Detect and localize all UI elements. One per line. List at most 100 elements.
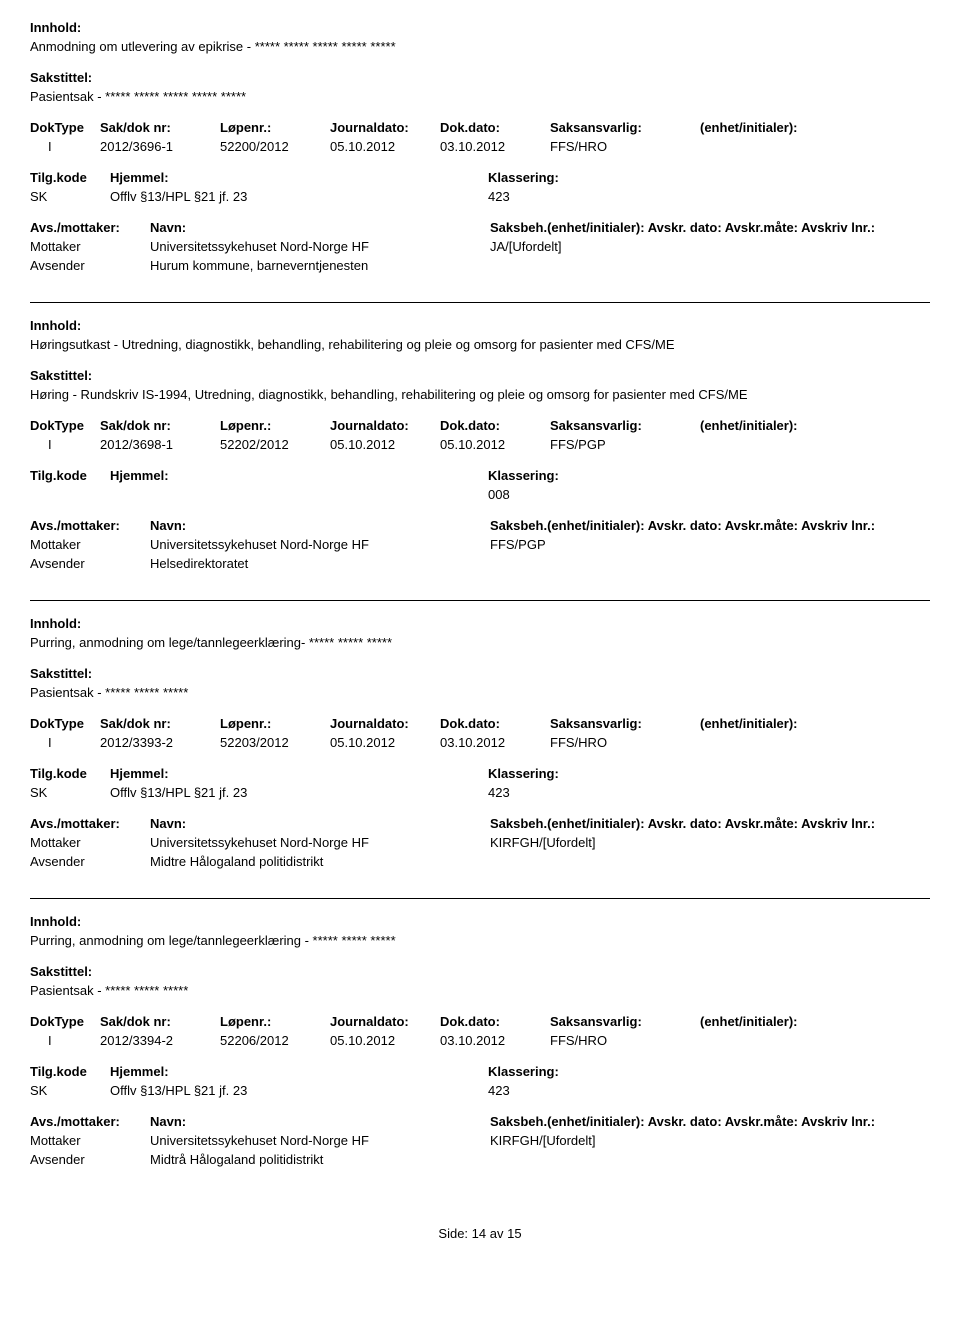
avsender-row: AvsenderHurum kommune, barneverntjeneste… <box>30 258 930 273</box>
tilg-header-row: Tilg.kodeHjemmel:Klassering: <box>30 766 930 781</box>
avsender-label: Avsender <box>30 1152 150 1167</box>
tilgkode-label: Tilg.kode <box>30 1064 110 1079</box>
sakstittel-value: Pasientsak - ***** ***** ***** <box>30 685 930 700</box>
tilg-header-row: Tilg.kodeHjemmel:Klassering: <box>30 170 930 185</box>
avsender-navn: Midtrå Hålogaland politidistrikt <box>150 1152 490 1167</box>
avsmottaker-label: Avs./mottaker: <box>30 220 150 235</box>
doktype-value: I <box>30 139 100 154</box>
avsender-label: Avsender <box>30 854 150 869</box>
mottaker-saksbeh: JA/[Ufordelt] <box>490 239 930 254</box>
tilgkode-value: SK <box>30 1083 110 1098</box>
lopenr-label: Løpenr.: <box>220 1014 330 1029</box>
enhet-label: (enhet/initialer): <box>700 418 930 433</box>
tilg-value-row: SKOfflv §13/HPL §21 jf. 23423 <box>30 189 930 204</box>
doktype-label: DokType <box>30 418 100 433</box>
saksansvarlig-label: Saksansvarlig: <box>550 1014 700 1029</box>
sakdoknr-label: Sak/dok nr: <box>100 418 220 433</box>
enhet-label: (enhet/initialer): <box>700 1014 930 1029</box>
hjemmel-value: Offlv §13/HPL §21 jf. 23 <box>110 189 488 204</box>
saksansvarlig-value: FFS/HRO <box>550 1033 700 1048</box>
enhet-label: (enhet/initialer): <box>700 120 930 135</box>
saksansvarlig-value: FFS/HRO <box>550 735 700 750</box>
dokdato-value: 05.10.2012 <box>440 437 550 452</box>
journal-record: Innhold:Høringsutkast - Utredning, diagn… <box>30 318 930 601</box>
dokdato-value: 03.10.2012 <box>440 735 550 750</box>
saksansvarlig-label: Saksansvarlig: <box>550 716 700 731</box>
klassering-label: Klassering: <box>488 170 930 185</box>
sakdoknr-value: 2012/3696-1 <box>100 139 220 154</box>
mottaker-row: MottakerUniversitetssykehuset Nord-Norge… <box>30 537 930 552</box>
avs-header-row: Avs./mottaker:Navn:Saksbeh.(enhet/initia… <box>30 518 930 533</box>
journaldato-value: 05.10.2012 <box>330 735 440 750</box>
saksbeh-full-label: Saksbeh.(enhet/initialer): Avskr. dato: … <box>490 816 930 831</box>
sakdoknr-value: 2012/3698-1 <box>100 437 220 452</box>
tilgkode-label: Tilg.kode <box>30 170 110 185</box>
innhold-value: Anmodning om utlevering av epikrise - **… <box>30 39 930 54</box>
mottaker-saksbeh: FFS/PGP <box>490 537 930 552</box>
klassering-value: 008 <box>488 487 930 502</box>
tilgkode-value: SK <box>30 785 110 800</box>
lopenr-value: 52206/2012 <box>220 1033 330 1048</box>
mottaker-row: MottakerUniversitetssykehuset Nord-Norge… <box>30 835 930 850</box>
doc-value-row: I2012/3394-252206/201205.10.201203.10.20… <box>30 1033 930 1048</box>
avsender-navn: Midtre Hålogaland politidistrikt <box>150 854 490 869</box>
tilg-header-row: Tilg.kodeHjemmel:Klassering: <box>30 1064 930 1079</box>
sakdoknr-value: 2012/3393-2 <box>100 735 220 750</box>
innhold-value: Purring, anmodning om lege/tannlegeerklæ… <box>30 635 930 650</box>
mottaker-saksbeh: KIRFGH/[Ufordelt] <box>490 835 930 850</box>
innhold-label: Innhold: <box>30 914 930 929</box>
dokdato-label: Dok.dato: <box>440 120 550 135</box>
tilgkode-label: Tilg.kode <box>30 766 110 781</box>
dokdato-value: 03.10.2012 <box>440 139 550 154</box>
klassering-label: Klassering: <box>488 468 930 483</box>
navn-label: Navn: <box>150 220 490 235</box>
tilg-value-row: SKOfflv §13/HPL §21 jf. 23423 <box>30 785 930 800</box>
lopenr-label: Løpenr.: <box>220 120 330 135</box>
enhet-label: (enhet/initialer): <box>700 716 930 731</box>
journaldato-label: Journaldato: <box>330 716 440 731</box>
page-footer: Side: 14 av 15 <box>30 1226 930 1241</box>
journal-record: Innhold:Purring, anmodning om lege/tannl… <box>30 616 930 899</box>
hjemmel-label: Hjemmel: <box>110 1064 488 1079</box>
tilgkode-label: Tilg.kode <box>30 468 110 483</box>
avs-header-row: Avs./mottaker:Navn:Saksbeh.(enhet/initia… <box>30 220 930 235</box>
journaldato-value: 05.10.2012 <box>330 1033 440 1048</box>
lopenr-value: 52203/2012 <box>220 735 330 750</box>
dokdato-label: Dok.dato: <box>440 1014 550 1029</box>
avsender-row: AvsenderMidtrå Hålogaland politidistrikt <box>30 1152 930 1167</box>
footer-side-label: Side: <box>438 1226 468 1241</box>
avsender-label: Avsender <box>30 556 150 571</box>
mottaker-navn: Universitetssykehuset Nord-Norge HF <box>150 835 490 850</box>
klassering-label: Klassering: <box>488 1064 930 1079</box>
doc-header-row: DokTypeSak/dok nr:Løpenr.:Journaldato:Do… <box>30 418 930 433</box>
doktype-label: DokType <box>30 120 100 135</box>
footer-page: 14 <box>472 1226 486 1241</box>
journaldato-label: Journaldato: <box>330 120 440 135</box>
avs-header-row: Avs./mottaker:Navn:Saksbeh.(enhet/initia… <box>30 816 930 831</box>
doktype-label: DokType <box>30 1014 100 1029</box>
innhold-label: Innhold: <box>30 20 930 35</box>
hjemmel-label: Hjemmel: <box>110 766 488 781</box>
mottaker-navn: Universitetssykehuset Nord-Norge HF <box>150 1133 490 1148</box>
avs-header-row: Avs./mottaker:Navn:Saksbeh.(enhet/initia… <box>30 1114 930 1129</box>
doc-header-row: DokTypeSak/dok nr:Løpenr.:Journaldato:Do… <box>30 120 930 135</box>
innhold-value: Høringsutkast - Utredning, diagnostikk, … <box>30 337 930 352</box>
hjemmel-label: Hjemmel: <box>110 170 488 185</box>
doktype-label: DokType <box>30 716 100 731</box>
footer-av: av <box>490 1226 504 1241</box>
klassering-value: 423 <box>488 785 930 800</box>
mottaker-label: Mottaker <box>30 1133 150 1148</box>
sakdoknr-label: Sak/dok nr: <box>100 120 220 135</box>
sakstittel-label: Sakstittel: <box>30 70 930 85</box>
saksbeh-full-label: Saksbeh.(enhet/initialer): Avskr. dato: … <box>490 518 930 533</box>
saksansvarlig-value: FFS/PGP <box>550 437 700 452</box>
lopenr-value: 52200/2012 <box>220 139 330 154</box>
doc-value-row: I2012/3698-152202/201205.10.201205.10.20… <box>30 437 930 452</box>
sakstittel-value: Høring - Rundskriv IS-1994, Utredning, d… <box>30 387 930 402</box>
sakdoknr-value: 2012/3394-2 <box>100 1033 220 1048</box>
avsender-navn: Helsedirektoratet <box>150 556 490 571</box>
mottaker-navn: Universitetssykehuset Nord-Norge HF <box>150 239 490 254</box>
mottaker-label: Mottaker <box>30 239 150 254</box>
innhold-value: Purring, anmodning om lege/tannlegeerklæ… <box>30 933 930 948</box>
lopenr-label: Løpenr.: <box>220 716 330 731</box>
